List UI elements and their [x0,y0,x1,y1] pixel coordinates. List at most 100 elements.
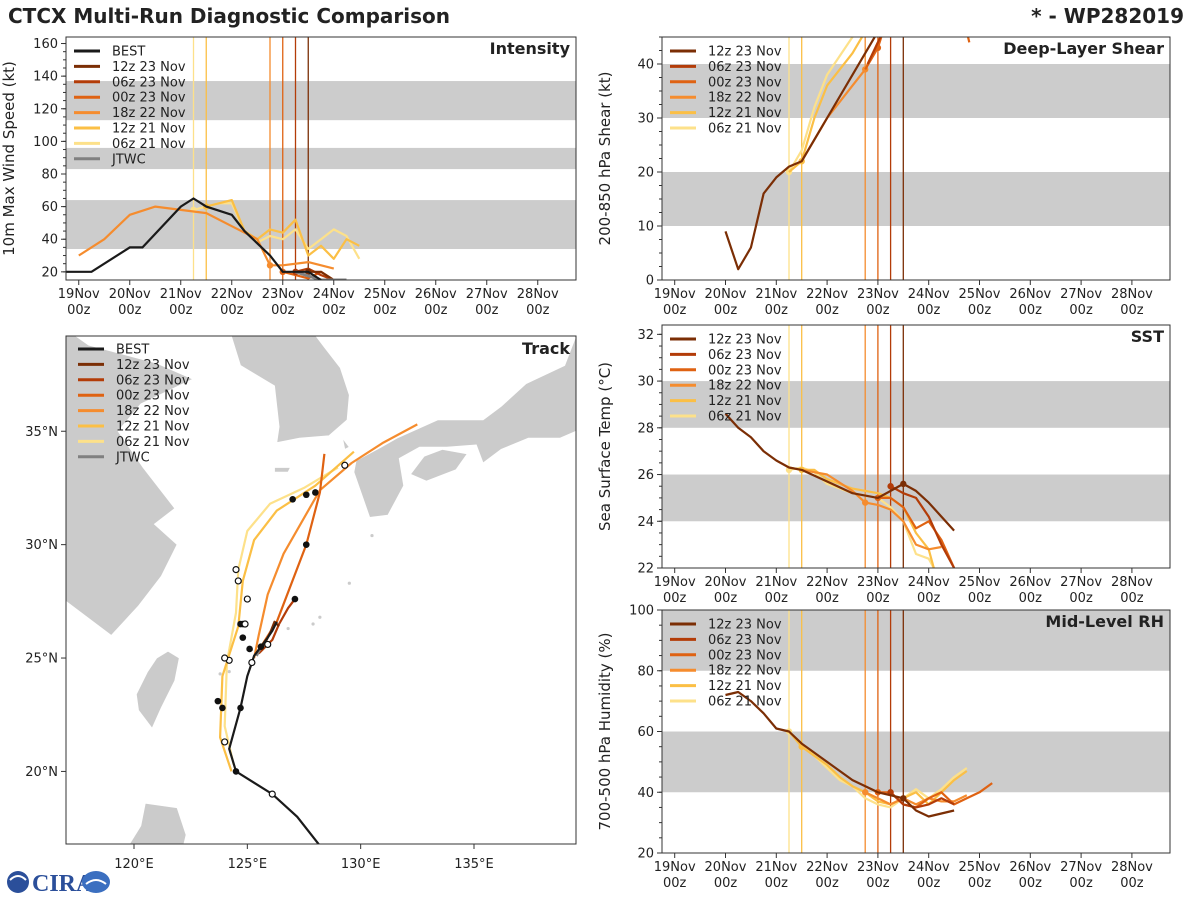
series-line [724,413,955,532]
legend-label: 18z 22 Nov [708,91,782,106]
x-tick-label: 125°E [228,857,268,872]
globe-icon [7,871,29,893]
series-line [78,205,335,270]
sst-panel: 22242628303219Nov00z20Nov00z21Nov00z22No… [596,324,1171,606]
x-tick-label-date: 23Nov [857,860,899,875]
y-tick-label: 40 [637,58,654,73]
x-tick-label-hour: 00z [220,303,244,318]
x-tick-label-hour: 00z [866,876,890,891]
y-tick-label: 20 [41,265,58,280]
y-tick-label: 30 [637,112,654,127]
x-tick-label-hour: 00z [714,591,738,606]
legend-label: BEST [116,343,149,358]
position-marker-12z [241,620,249,628]
x-tick-label-hour: 00z [1120,303,1144,318]
x-tick-label-hour: 00z [866,303,890,318]
legend-label: 06z 23 Nov [708,60,782,75]
x-tick-label-hour: 00z [475,303,499,318]
taiwan-land [135,650,180,730]
rh-panel: 2040608010019Nov00z20Nov00z21Nov00z22Nov… [596,604,1171,891]
storm-id: * - WP282019 [1031,4,1184,28]
y-tick-label: 26 [637,468,654,483]
x-tick-label-hour: 00z [526,303,550,318]
axes-frame [65,36,577,281]
plot-area [725,690,993,818]
x-tick-label-date: 23Nov [262,287,304,302]
cheju-land [274,467,292,473]
track-line [253,423,418,659]
position-marker-00z [312,489,319,496]
x-tick-label-date: 26Nov [1009,860,1051,875]
x-tick-label-date: 19Nov [654,287,696,302]
x-tick-label-hour: 00z [118,303,142,318]
x-tick-label-hour: 00z [322,303,346,318]
y-axis-label: 10m Max Wind Speed (kt) [0,61,18,256]
x-tick-label-date: 26Nov [1009,575,1051,590]
x-tick-label-hour: 00z [169,303,193,318]
position-marker-12z [234,577,242,585]
track-line [223,466,339,765]
legend-label: 00z 23 Nov [116,389,190,404]
x-tick-label-date: 25Nov [959,287,1001,302]
legend-label: 00z 23 Nov [708,363,782,378]
y-tick-label: 35°N [25,425,58,440]
x-tick-label: 135°E [454,857,494,872]
y-tick-label: 30 [637,375,654,390]
x-tick-label-date: 21Nov [755,860,797,875]
legend-label: 18z 22 Nov [708,379,782,394]
position-marker-00z [214,697,222,705]
series-line [788,37,854,173]
intensity-panel: 2040608010012014016019Nov00z20Nov00z21No… [0,36,577,318]
legend-label: 12z 23 Nov [112,60,186,75]
island-mark [227,670,231,674]
x-tick-label-hour: 00z [67,303,91,318]
legend-label: 18z 22 Nov [112,106,186,121]
x-tick-label: 130°E [341,857,381,872]
panel-title: Deep-Layer Shear [1003,39,1164,58]
x-tick-label-date: 23Nov [857,287,899,302]
x-tick-label-hour: 00z [917,303,941,318]
x-tick-label-date: 27Nov [466,287,508,302]
series-line [866,37,882,65]
x-tick-label-hour: 00z [1120,591,1144,606]
x-tick-label-date: 25Nov [959,575,1001,590]
shaded-band [662,381,1170,428]
x-tick-label-hour: 00z [968,591,992,606]
legend-label: 12z 23 Nov [708,333,782,348]
x-tick-label-hour: 00z [714,303,738,318]
x-tick-label-hour: 00z [917,591,941,606]
position-marker-00z [219,704,226,712]
position-marker-00z [289,495,296,503]
x-tick-label-date: 27Nov [1060,575,1102,590]
y-tick-label: 160 [33,37,58,52]
y-tick-label: 40 [41,233,58,248]
best-track-line [228,621,320,844]
position-marker-00z [232,768,240,775]
x-tick-label-date: 22Nov [806,287,848,302]
x-tick-label-hour: 00z [968,303,992,318]
x-tick-label-hour: 00z [815,591,839,606]
legend-label: 12z 23 Nov [116,358,190,373]
y-tick-label: 22 [637,562,654,577]
x-tick-label-hour: 00z [1069,303,1093,318]
y-tick-label: 60 [41,200,58,215]
y-tick-label: 0 [646,274,654,289]
position-marker-00z [291,595,299,603]
position-marker-12z [341,461,349,469]
legend-label: 18z 22 Nov [116,404,190,419]
position-marker-00z [237,704,244,712]
position-marker-12z [232,565,240,574]
x-tick-label-date: 24Nov [908,860,950,875]
position-marker-12z [221,654,229,662]
legend-label: 06z 23 Nov [708,633,782,648]
x-tick-label-hour: 00z [917,876,941,891]
x-tick-label-hour: 00z [1120,876,1144,891]
legend-label: 06z 23 Nov [116,373,190,388]
legend-label: 06z 21 Nov [112,137,186,152]
shaded-band [662,731,1170,793]
y-tick-label: 20°N [25,765,58,780]
y-tick-label: 100 [33,135,58,150]
position-marker-00z [302,491,310,499]
y-axis-label: Sea Surface Temp (°C) [596,362,614,531]
